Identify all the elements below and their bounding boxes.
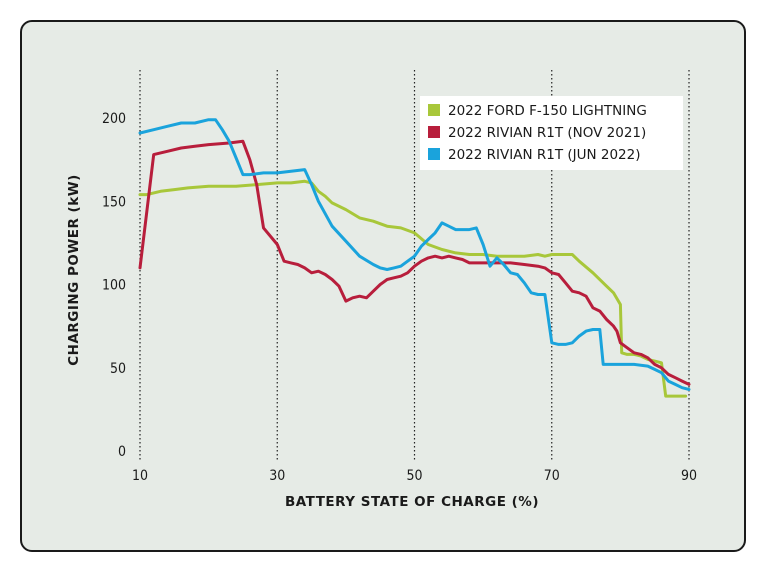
y-tick-label-200: 200 xyxy=(102,111,126,127)
legend-label-3: 2022 RIVIAN R1T (JUN 2022) xyxy=(448,147,641,163)
y-tick-labels: 0 50 100 150 200 xyxy=(102,111,126,460)
x-axis-title: BATTERY STATE OF CHARGE (%) xyxy=(285,494,539,510)
legend-swatch-2 xyxy=(428,126,440,138)
x-tick-label-10: 10 xyxy=(132,468,148,484)
x-tick-label-50: 50 xyxy=(406,468,422,484)
legend-label-1: 2022 FORD F-150 LIGHTNING xyxy=(448,103,647,119)
legend: 2022 FORD F-150 LIGHTNING 2022 RIVIAN R1T… xyxy=(420,96,683,170)
series-line-3 xyxy=(138,118,691,391)
legend-swatch-1 xyxy=(428,104,440,116)
x-tick-label-70: 70 xyxy=(544,468,560,484)
series-line-2 xyxy=(138,139,691,386)
x-tick-label-90: 90 xyxy=(681,468,697,484)
x-tick-labels: 10 30 50 70 90 xyxy=(132,468,697,484)
y-tick-label-100: 100 xyxy=(102,278,126,294)
legend-label-2: 2022 RIVIAN R1T (NOV 2021) xyxy=(448,125,646,141)
legend-swatch-3 xyxy=(428,148,440,160)
series-lines xyxy=(138,118,691,398)
y-tick-label-0: 0 xyxy=(118,444,126,460)
y-tick-label-150: 150 xyxy=(102,194,126,210)
series-line-1 xyxy=(138,179,688,398)
y-tick-label-50: 50 xyxy=(110,361,126,377)
x-tick-label-30: 30 xyxy=(269,468,285,484)
legend-background xyxy=(420,96,683,170)
y-axis-title: CHARGING POWER (kW) xyxy=(66,174,82,366)
